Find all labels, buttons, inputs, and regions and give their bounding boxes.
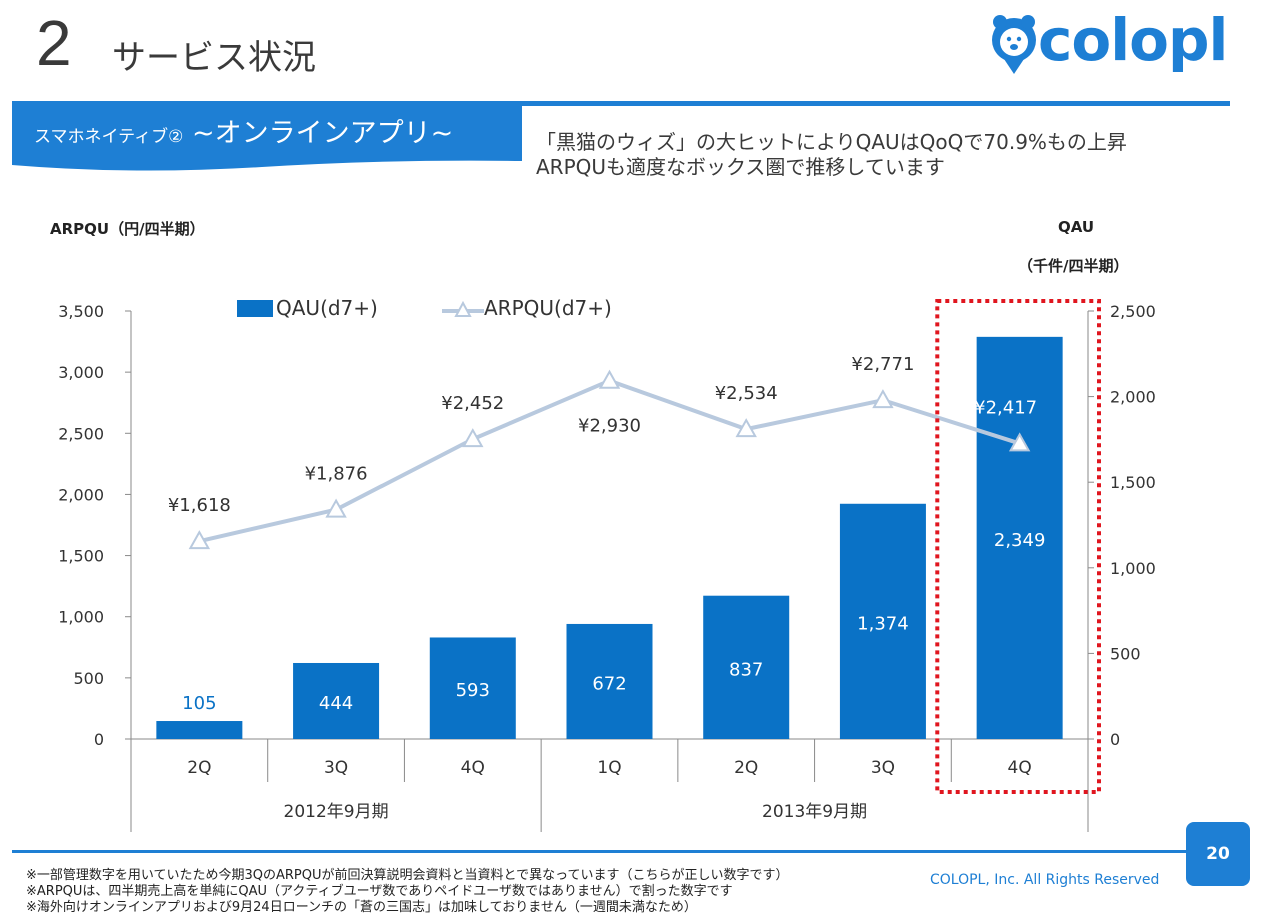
arpqu-marker (325, 498, 347, 518)
bar-value-label: 837 (729, 659, 763, 680)
bar-value-label: 593 (456, 680, 490, 701)
colopl-logo: colopl (990, 6, 1230, 80)
bar-value-label: 444 (319, 693, 353, 714)
slide-title: サービス状況 (112, 38, 316, 78)
footnotes: ※一部管理数字を用いていたため今期3QのARPQUが前回決算説明会資料と当資料と… (26, 868, 788, 916)
footnote: ※ARPQUは、四半期売上高を単純にQAU（アクティブユーザ数でありペイドユーザ… (26, 884, 733, 899)
legend-qau-label: QAU(d7+) (276, 296, 378, 320)
bar (839, 503, 926, 739)
y-left-tick-label: 1,000 (58, 608, 104, 627)
arpqu-value-label: ¥2,771 (851, 354, 914, 375)
bar (293, 662, 380, 739)
x-tick-label: 2Q (734, 758, 758, 778)
combo-chart: 0 500 1,000 1,500 2,000 2,500 3,000 3,500 0 500 1,… (58, 296, 1156, 832)
headline-line-1: 「黒猫のウィズ」の大ヒットによりQAUはQoQで70.9%もの上昇 (536, 130, 1127, 154)
arpqu-value-label: ¥1,618 (168, 495, 231, 516)
x-group-label: 2013年9月期 (762, 802, 867, 822)
x-tick-label: 3Q (871, 758, 895, 778)
section-tab: スマホネイティブ② ~オンラインアプリ~ (12, 101, 522, 171)
bar (429, 637, 516, 739)
bar-value-label: 2,349 (994, 530, 1046, 551)
y-right-tick-label: 1,500 (1110, 473, 1156, 492)
arpqu-value-label: ¥1,876 (305, 464, 368, 485)
bar (703, 595, 790, 739)
legend-arpqu-marker (454, 300, 472, 317)
y-left-tick-label: 3,500 (58, 302, 104, 321)
y-right-tick-label: 1,000 (1110, 559, 1156, 578)
bar-value-label: 672 (592, 673, 626, 694)
y-left-tick-label: 500 (73, 669, 104, 688)
x-tick-label: 3Q (324, 758, 348, 778)
y-right-tick-label: 2,500 (1110, 302, 1156, 321)
y-left-tick-label: 3,000 (58, 363, 104, 382)
y-left-tick-label: 2,000 (58, 485, 104, 504)
y-left-axis-title: ARPQU（円/四半期） (50, 220, 205, 238)
bar (566, 623, 653, 739)
arpqu-marker (735, 418, 757, 438)
footnote: ※海外向けオンラインアプリおよび9月24日ローンチの「蒼の三国志」は加味しており… (26, 900, 697, 915)
legend-qau-swatch (237, 300, 273, 317)
legend-arpqu-label: ARPQU(d7+) (484, 296, 612, 320)
x-tick-label: 2Q (187, 758, 211, 778)
y-right-axis-unit: （千件/四半期） (1018, 257, 1129, 275)
header-divider (12, 101, 1230, 106)
page-number-badge: 20 (1186, 822, 1250, 886)
logo-text: colopl (1038, 6, 1228, 74)
x-tick-label: 4Q (461, 758, 485, 778)
y-right-tick-label: 500 (1110, 644, 1141, 663)
footnote: ※一部管理数字を用いていたため今期3QのARPQUが前回決算説明会資料と当資料と… (26, 868, 789, 883)
bar (156, 721, 243, 739)
headline-line-2: ARPQUも適度なボックス圏で推移しています (536, 155, 945, 179)
bear-pin-icon (992, 15, 1036, 74)
y-left-tick-label: 0 (94, 730, 104, 749)
y-left-tick-label: 2,500 (58, 424, 104, 443)
headline: 「黒猫のウィズ」の大ヒットによりQAUはQoQで70.9%もの上昇 ARPQUも… (536, 130, 1127, 180)
y-right-tick-label: 2,000 (1110, 388, 1156, 407)
x-group-label: 2012年9月期 (284, 802, 389, 822)
slide-number: 2 (36, 7, 72, 79)
section-label-main: ~オンラインアプリ~ (183, 118, 454, 149)
x-tick-label: 1Q (597, 758, 621, 778)
bar (976, 336, 1063, 739)
bar-value-label: 105 (182, 693, 216, 714)
y-left-tick-label: 1,500 (58, 547, 104, 566)
arpqu-value-label: ¥2,452 (441, 393, 504, 414)
highlight-box (935, 299, 1101, 794)
copyright: COLOPL, Inc. All Rights Reserved (930, 872, 1160, 888)
arpqu-marker (872, 389, 894, 409)
arpqu-marker (462, 428, 484, 448)
arpqu-marker (598, 369, 621, 389)
arpqu-marker (188, 530, 211, 550)
arpqu-value-label: ¥2,534 (715, 383, 778, 404)
section-label-prefix: スマホネイティブ② (34, 127, 184, 147)
arpqu-value-label: ¥2,417 (974, 397, 1037, 418)
y-right-axis-title: QAU (1058, 218, 1095, 236)
arpqu-value-label: ¥2,930 (578, 416, 641, 437)
arpqu-marker (1008, 432, 1031, 452)
footer-divider (12, 850, 1187, 853)
x-tick-label: 4Q (1008, 758, 1032, 778)
bar-value-label: 1,374 (857, 613, 909, 634)
y-right-tick-label: 0 (1110, 730, 1120, 749)
